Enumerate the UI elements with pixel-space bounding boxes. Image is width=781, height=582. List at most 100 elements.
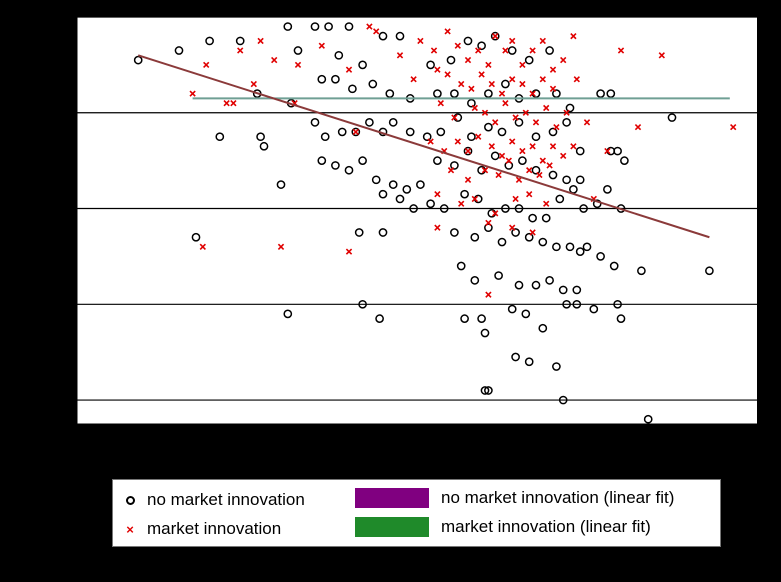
market-point <box>471 195 478 203</box>
market-point <box>410 76 417 83</box>
no-market-point <box>463 36 473 46</box>
no-market-point <box>528 213 537 223</box>
no-market-point <box>531 280 541 290</box>
market-point <box>492 119 499 126</box>
market-point <box>488 143 495 150</box>
no-market-point <box>548 170 558 180</box>
no-market-point <box>388 117 398 127</box>
no-market-point <box>582 242 592 252</box>
no-market-point <box>259 141 269 151</box>
market-point <box>237 47 244 54</box>
no-market-point <box>511 352 520 362</box>
no-market-point <box>235 36 245 46</box>
market-point <box>509 76 516 83</box>
no-market-point <box>558 395 568 405</box>
no-market-point <box>575 175 585 185</box>
x-tick-label: .5 <box>750 433 764 452</box>
y-tick-label: .8 <box>52 106 71 120</box>
no-market-point <box>620 156 629 165</box>
no-market-point <box>484 122 493 132</box>
no-market-point <box>310 22 320 31</box>
no-market-point <box>317 74 327 84</box>
no-market-point <box>205 36 214 46</box>
market-point <box>563 109 570 116</box>
market-point <box>488 80 495 88</box>
market-point <box>352 128 359 136</box>
no-market-point <box>507 46 517 55</box>
market-point <box>437 100 444 107</box>
x-axis-label: clup(log) <box>384 453 449 472</box>
no-market-point <box>613 299 622 309</box>
no-market-point <box>378 31 388 41</box>
no-market-point <box>514 204 524 213</box>
no-market-point <box>531 132 541 142</box>
no-market-point <box>575 247 585 256</box>
no-market-point <box>484 89 493 98</box>
market-point <box>475 133 482 140</box>
y-axis-label: export prob <box>26 178 45 264</box>
no-market-point <box>402 185 412 194</box>
market-point <box>478 71 485 78</box>
no-market-point <box>603 185 612 194</box>
y-tick-label: .4 <box>52 297 71 311</box>
market-point <box>257 37 264 45</box>
market-point <box>492 210 499 217</box>
market-point <box>464 176 472 183</box>
no-market-point <box>334 50 344 60</box>
no-market-point <box>467 132 476 142</box>
no-market-point <box>501 79 510 89</box>
no-market-point <box>365 117 374 127</box>
no-market-point <box>490 31 500 41</box>
circle-marker-icon <box>119 490 141 510</box>
no-market-point <box>579 204 588 213</box>
no-market-point <box>450 89 459 98</box>
no-market-point <box>320 132 330 142</box>
market-point <box>250 80 257 88</box>
no-market-point <box>331 161 340 170</box>
y-tick-label: 1 <box>52 12 71 21</box>
no-market-point <box>409 204 418 213</box>
market-point <box>223 100 230 107</box>
market-point <box>485 61 492 69</box>
market-point <box>318 42 325 49</box>
market-point <box>451 114 458 121</box>
market-point <box>481 109 489 116</box>
no-market-point <box>276 180 286 189</box>
no-market-point <box>405 127 415 137</box>
no-market-point <box>215 132 225 142</box>
market-point <box>345 66 353 73</box>
market-point <box>539 37 546 45</box>
no-market-point <box>613 146 622 156</box>
y-tick-label: .6 <box>52 201 71 215</box>
plot-area <box>77 17 757 424</box>
market-point <box>519 147 526 155</box>
legend-label: no market innovation (linear fit) <box>441 488 675 507</box>
x-tick-label: -1.5 <box>62 433 91 452</box>
market-point <box>543 104 550 112</box>
no-market-point <box>524 232 534 242</box>
market-point <box>553 123 560 131</box>
no-market-point <box>416 180 425 189</box>
no-market-point <box>337 127 347 137</box>
legend-item-no-market-fit: no market innovation (linear fit) <box>355 488 674 508</box>
no-market-point <box>422 132 432 142</box>
market-point <box>536 171 543 179</box>
no-market-point <box>531 165 541 175</box>
no-market-point <box>426 199 435 209</box>
no-market-point <box>133 55 143 65</box>
no-market-point <box>426 60 435 70</box>
no-market-point <box>705 266 714 276</box>
y-tick-label: .2 <box>52 393 71 407</box>
market-point <box>417 37 424 45</box>
market-point <box>730 123 737 131</box>
no-market-point <box>375 314 384 324</box>
no-market-point <box>385 89 395 98</box>
no-market-point <box>484 223 493 233</box>
no-market-point <box>494 271 503 280</box>
no-market-point <box>378 189 388 199</box>
market-point <box>529 90 536 97</box>
no-market-point <box>643 414 653 424</box>
no-market-point <box>507 304 517 314</box>
market-point <box>546 162 553 169</box>
no-market-point <box>518 156 527 165</box>
